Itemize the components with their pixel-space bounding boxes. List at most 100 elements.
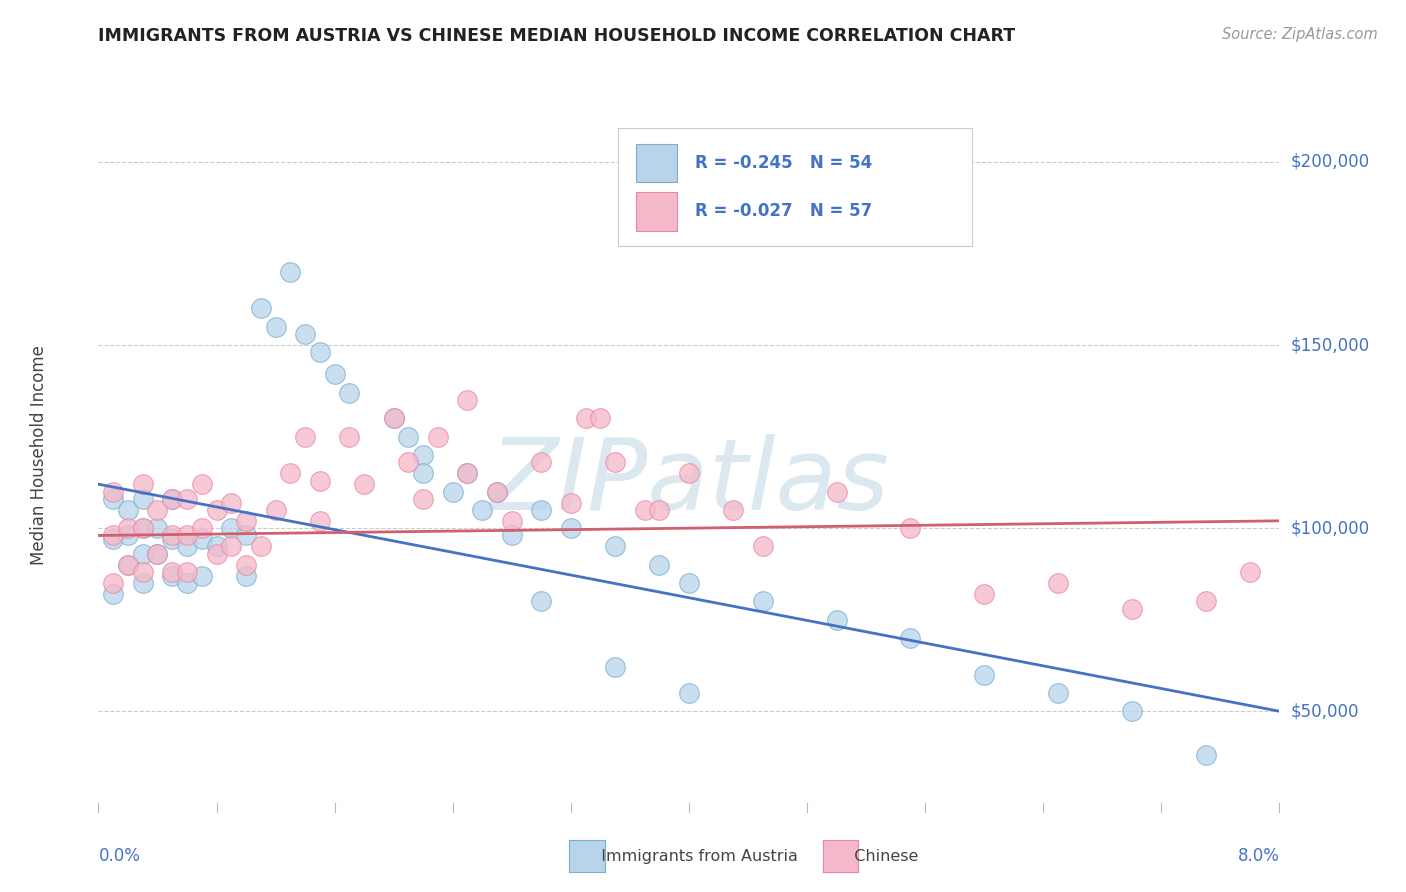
- Point: [103, 484, 124, 499]
- Point: [176, 528, 198, 542]
- Point: [308, 514, 332, 528]
- Point: [219, 521, 242, 535]
- Point: [235, 514, 257, 528]
- FancyBboxPatch shape: [636, 193, 678, 230]
- Text: 8.0%: 8.0%: [1237, 847, 1279, 864]
- Point: [678, 467, 700, 481]
- Point: [308, 345, 332, 359]
- Point: [1046, 686, 1069, 700]
- Point: [162, 491, 183, 506]
- Point: [605, 660, 627, 674]
- Point: [560, 521, 582, 535]
- Point: [205, 547, 228, 561]
- Point: [103, 491, 124, 506]
- Point: [250, 540, 273, 554]
- Point: [456, 467, 478, 481]
- Point: [117, 521, 139, 535]
- Point: [751, 594, 773, 608]
- Point: [132, 547, 155, 561]
- Point: [103, 532, 124, 546]
- Point: [1239, 565, 1261, 579]
- Point: [1194, 594, 1216, 608]
- Point: [1046, 576, 1069, 591]
- Point: [117, 558, 139, 572]
- Point: [294, 327, 316, 342]
- Point: [337, 429, 360, 443]
- Point: [205, 540, 228, 554]
- Point: [648, 503, 671, 517]
- Point: [132, 565, 155, 579]
- Point: [162, 491, 183, 506]
- Point: [250, 301, 273, 316]
- Point: [678, 576, 700, 591]
- Point: [412, 448, 434, 462]
- Point: [323, 368, 346, 382]
- Point: [825, 613, 848, 627]
- Point: [426, 429, 449, 443]
- Text: $150,000: $150,000: [1291, 336, 1369, 354]
- Text: $200,000: $200,000: [1291, 153, 1369, 171]
- Point: [456, 392, 478, 407]
- Text: Immigrants from Austria: Immigrants from Austria: [591, 849, 797, 863]
- Point: [605, 540, 627, 554]
- Text: R = -0.027   N = 57: R = -0.027 N = 57: [695, 202, 872, 220]
- Point: [162, 568, 183, 582]
- Point: [132, 576, 155, 591]
- Point: [530, 503, 553, 517]
- Point: [412, 467, 434, 481]
- Point: [146, 547, 169, 561]
- Point: [1194, 748, 1216, 763]
- Point: [235, 568, 257, 582]
- FancyBboxPatch shape: [619, 128, 973, 246]
- Point: [117, 503, 139, 517]
- Point: [219, 540, 242, 554]
- Point: [132, 521, 155, 535]
- Point: [382, 411, 405, 425]
- Point: [117, 528, 139, 542]
- Point: [176, 576, 198, 591]
- Point: [162, 532, 183, 546]
- Point: [191, 568, 214, 582]
- Point: [294, 429, 316, 443]
- Point: [678, 686, 700, 700]
- Point: [456, 467, 478, 481]
- Point: [103, 576, 124, 591]
- Text: Chinese: Chinese: [844, 849, 918, 863]
- Text: IMMIGRANTS FROM AUSTRIA VS CHINESE MEDIAN HOUSEHOLD INCOME CORRELATION CHART: IMMIGRANTS FROM AUSTRIA VS CHINESE MEDIA…: [98, 27, 1015, 45]
- Point: [191, 477, 214, 491]
- Point: [278, 467, 301, 481]
- Point: [605, 455, 627, 469]
- Point: [412, 491, 434, 506]
- Point: [898, 521, 921, 535]
- Point: [146, 503, 169, 517]
- Point: [308, 474, 332, 488]
- Point: [396, 455, 419, 469]
- Point: [264, 503, 287, 517]
- Text: $50,000: $50,000: [1291, 702, 1360, 720]
- Point: [176, 491, 198, 506]
- Point: [353, 477, 375, 491]
- Point: [117, 558, 139, 572]
- Point: [235, 528, 257, 542]
- Point: [485, 484, 508, 499]
- Point: [441, 484, 464, 499]
- Point: [191, 521, 214, 535]
- Point: [162, 565, 183, 579]
- Point: [382, 411, 405, 425]
- Point: [162, 528, 183, 542]
- Text: ZIPatlas: ZIPatlas: [489, 434, 889, 532]
- Point: [560, 495, 582, 509]
- Point: [530, 594, 553, 608]
- Point: [132, 477, 155, 491]
- Point: [132, 521, 155, 535]
- Point: [825, 484, 848, 499]
- Point: [176, 540, 198, 554]
- Point: [633, 503, 655, 517]
- Point: [205, 503, 228, 517]
- Point: [721, 503, 744, 517]
- Point: [898, 631, 921, 645]
- Point: [146, 547, 169, 561]
- Point: [1121, 601, 1143, 615]
- Point: [176, 565, 198, 579]
- Text: R = -0.245   N = 54: R = -0.245 N = 54: [695, 153, 872, 171]
